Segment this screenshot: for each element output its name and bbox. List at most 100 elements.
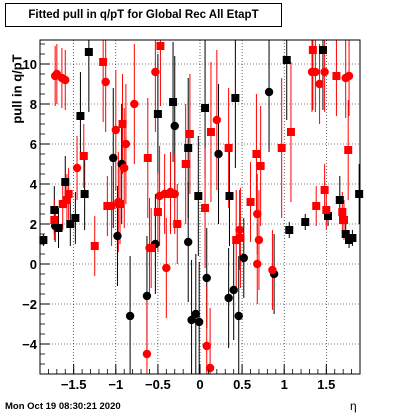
data-point-circle <box>170 121 179 131</box>
data-point-square <box>156 42 165 50</box>
data-point-circle <box>194 317 204 327</box>
x-tick-label: 1 <box>281 377 288 392</box>
data-point-circle <box>125 311 135 321</box>
data-point-square <box>153 208 162 216</box>
data-point-square <box>50 216 59 224</box>
data-point-circle <box>253 209 262 219</box>
data-point-square <box>355 190 364 198</box>
data-point-square <box>173 220 182 228</box>
data-point-circle <box>202 273 211 283</box>
data-point-square <box>103 202 112 210</box>
data-point-square <box>201 204 210 212</box>
data-point-square <box>285 226 294 234</box>
data-point-square <box>225 192 234 200</box>
data-point-square <box>236 234 245 242</box>
data-point-circle <box>142 349 152 359</box>
data-point-square <box>286 128 295 136</box>
data-point-circle <box>212 115 222 125</box>
data-point-circle <box>72 163 82 173</box>
data-point-square <box>153 110 162 118</box>
data-point-square <box>61 178 70 186</box>
data-point-circle <box>224 293 233 303</box>
data-point-circle <box>120 163 129 173</box>
y-tick-label: 2 <box>30 217 37 232</box>
data-point-square <box>50 206 59 214</box>
data-point-circle <box>184 237 193 247</box>
data-point-square <box>58 200 67 208</box>
data-point-circle <box>151 67 160 77</box>
y-tick-label: 4 <box>30 177 38 192</box>
data-point-square <box>181 160 190 168</box>
x-tick-label: −1 <box>108 377 123 392</box>
data-point-circle <box>107 201 116 211</box>
data-point-square <box>324 212 332 220</box>
data-point-circle <box>268 265 277 275</box>
data-point-square <box>64 190 73 198</box>
y-tick-label: 0 <box>30 257 37 272</box>
y-tick-label: −2 <box>22 297 37 312</box>
data-point-square <box>301 218 310 226</box>
data-point-square <box>318 46 327 54</box>
data-point-circle <box>111 125 120 135</box>
data-point-circle <box>239 253 248 263</box>
data-point-circle <box>253 259 262 269</box>
data-point-circle <box>142 291 152 301</box>
chart-title: Fitted pull in q/pT for Global Rec All E… <box>5 3 282 27</box>
data-point-square <box>184 144 193 152</box>
data-point-circle <box>61 75 70 85</box>
x-tick-label: −0.5 <box>145 377 171 392</box>
data-point-circle <box>311 67 320 77</box>
data-point-circle <box>113 231 122 241</box>
data-point-square <box>341 230 350 238</box>
x-tick-label: 0.5 <box>233 377 251 392</box>
data-point-circle <box>264 87 274 97</box>
data-point-circle <box>202 341 211 351</box>
data-point-square <box>340 216 348 224</box>
data-point-square <box>76 112 85 120</box>
data-point-square <box>206 128 215 136</box>
data-point-square <box>62 196 71 204</box>
data-point-square <box>194 192 203 200</box>
data-point-circle <box>170 189 179 199</box>
data-point-square <box>185 130 194 138</box>
data-point-circle <box>162 263 171 273</box>
data-point-square <box>282 56 291 64</box>
data-markers <box>39 42 364 373</box>
data-point-circle <box>214 149 223 159</box>
x-tick-label: 0 <box>196 377 203 392</box>
data-point-circle <box>205 363 215 373</box>
y-tick-label: −4 <box>22 337 38 352</box>
data-point-circle <box>187 315 196 325</box>
data-point-square <box>312 202 321 210</box>
timestamp: Mon Oct 19 08:30:21 2020 <box>5 401 121 412</box>
data-point-circle <box>235 225 244 235</box>
data-point-square <box>66 220 75 228</box>
data-point-circle <box>114 197 123 207</box>
data-point-square <box>320 186 329 194</box>
data-point-square <box>169 98 178 106</box>
y-axis-ticks: −4 −2 0 2 4 6 8 10 <box>22 43 50 365</box>
data-point-square <box>71 214 80 222</box>
data-point-square <box>231 94 240 102</box>
x-tick-label: −1.5 <box>61 377 87 392</box>
data-point-square <box>224 144 233 152</box>
data-point-circle <box>145 243 154 253</box>
data-point-square <box>80 190 89 198</box>
data-point-square <box>39 236 48 244</box>
x-tick-label: 1.5 <box>317 377 335 392</box>
data-point-square <box>348 234 357 242</box>
data-point-square <box>308 46 317 54</box>
data-point-circle <box>229 285 238 295</box>
data-point-square <box>332 72 341 80</box>
data-point-circle <box>101 77 110 87</box>
data-point-square <box>232 236 241 244</box>
data-point-square <box>118 120 127 128</box>
data-point-square <box>90 242 99 250</box>
data-point-circle <box>254 235 264 245</box>
data-point-circle <box>121 139 131 149</box>
data-point-square <box>79 152 88 160</box>
x-axis-label: η <box>350 399 357 413</box>
data-point-circle <box>109 153 118 163</box>
data-point-square <box>246 198 255 206</box>
